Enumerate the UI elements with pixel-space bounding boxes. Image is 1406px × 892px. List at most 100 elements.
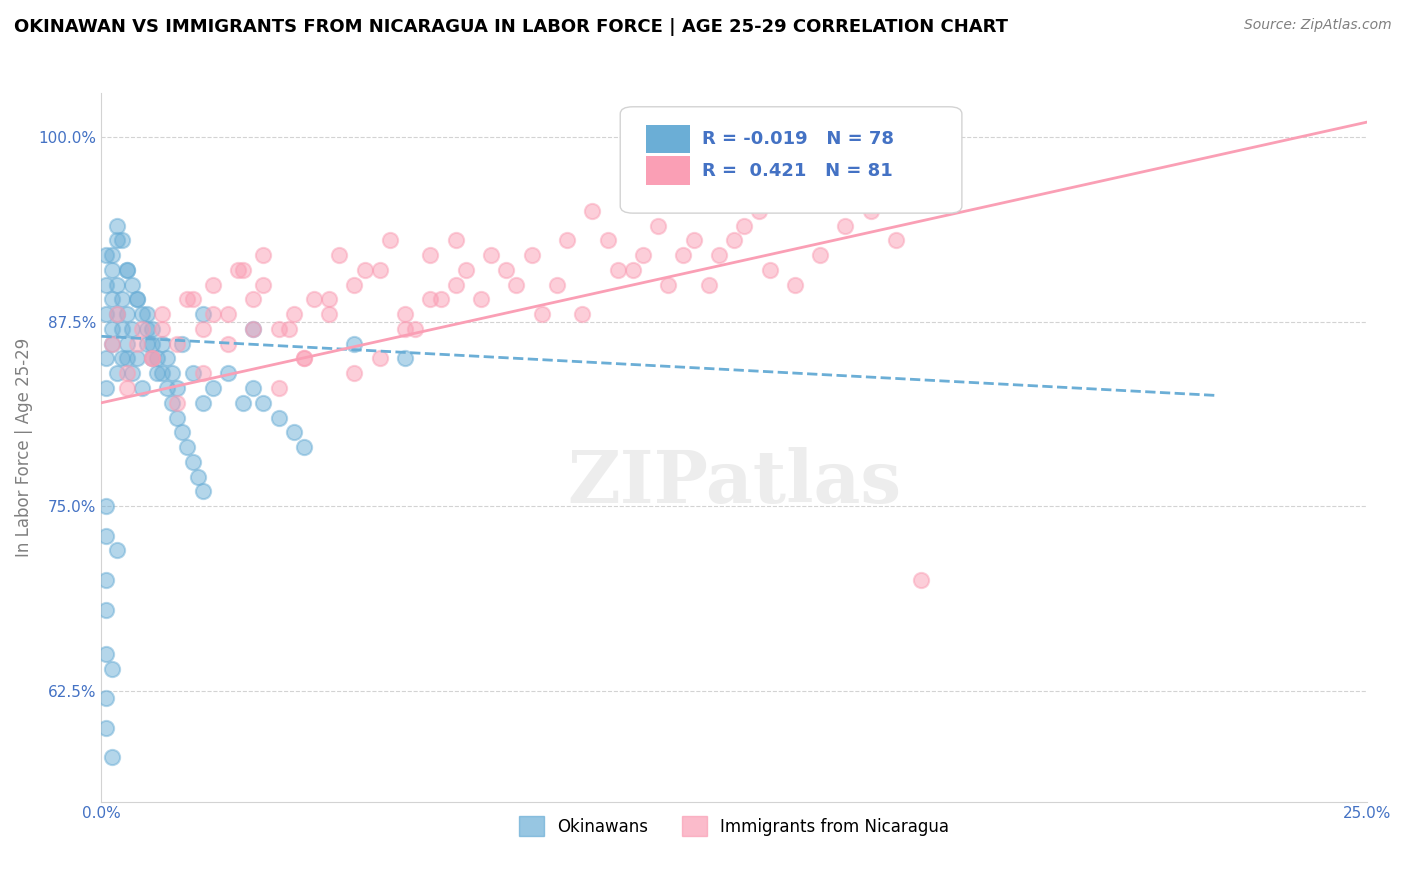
Point [368, 263, 391, 277]
Point [150, 307, 173, 321]
Point [166, 336, 188, 351]
Point [267, 322, 290, 336]
Point [707, 248, 730, 262]
Point [96, 499, 118, 513]
Point [172, 425, 194, 440]
Point [191, 322, 214, 336]
Point [176, 440, 198, 454]
Point [252, 396, 274, 410]
Point [884, 233, 907, 247]
Point [242, 381, 264, 395]
Point [217, 366, 239, 380]
Point [783, 277, 806, 292]
Point [859, 203, 882, 218]
Text: ZIPatlas: ZIPatlas [567, 447, 901, 518]
Point [191, 484, 214, 499]
Point [343, 366, 366, 380]
Point [292, 351, 315, 366]
Point [100, 293, 122, 307]
Point [368, 351, 391, 366]
Point [181, 455, 204, 469]
Point [115, 336, 138, 351]
Point [172, 336, 194, 351]
Point [96, 277, 118, 292]
Point [201, 381, 224, 395]
Point [429, 293, 451, 307]
Point [520, 248, 543, 262]
Point [115, 263, 138, 277]
Point [419, 248, 441, 262]
Point [105, 366, 128, 380]
Point [217, 307, 239, 321]
Point [242, 293, 264, 307]
Point [96, 381, 118, 395]
Point [277, 322, 299, 336]
Point [343, 336, 366, 351]
Point [252, 248, 274, 262]
Point [162, 396, 184, 410]
Point [530, 307, 553, 321]
Point [571, 307, 593, 321]
Point [343, 277, 366, 292]
Point [100, 322, 122, 336]
Point [96, 529, 118, 543]
Point [141, 336, 163, 351]
Point [187, 469, 209, 483]
Point [115, 351, 138, 366]
Legend: Okinawans, Immigrants from Nicaragua: Okinawans, Immigrants from Nicaragua [512, 809, 956, 843]
Point [232, 263, 254, 277]
Point [131, 322, 153, 336]
Point [96, 351, 118, 366]
Point [181, 366, 204, 380]
Point [100, 336, 122, 351]
Point [96, 721, 118, 735]
Point [404, 322, 426, 336]
Point [96, 573, 118, 587]
Point [111, 351, 134, 366]
Point [758, 263, 780, 277]
Point [672, 248, 695, 262]
Point [115, 263, 138, 277]
Point [125, 293, 148, 307]
Point [125, 293, 148, 307]
Point [217, 336, 239, 351]
Point [252, 277, 274, 292]
Text: R =  0.421   N = 81: R = 0.421 N = 81 [703, 161, 893, 179]
Point [454, 263, 477, 277]
Point [201, 307, 224, 321]
Point [146, 366, 169, 380]
Point [105, 277, 128, 292]
Point [748, 203, 770, 218]
Point [419, 293, 441, 307]
Point [201, 277, 224, 292]
Point [121, 277, 143, 292]
Point [292, 351, 315, 366]
Point [156, 381, 179, 395]
Point [631, 248, 654, 262]
Point [105, 233, 128, 247]
Point [125, 336, 148, 351]
Point [111, 233, 134, 247]
Point [546, 277, 568, 292]
Point [96, 647, 118, 661]
Point [444, 277, 467, 292]
Point [141, 351, 163, 366]
Point [181, 293, 204, 307]
FancyBboxPatch shape [620, 107, 962, 213]
Point [723, 233, 745, 247]
Point [226, 263, 249, 277]
Point [191, 366, 214, 380]
Point [176, 293, 198, 307]
Point [328, 248, 350, 262]
Point [115, 381, 138, 395]
Point [141, 351, 163, 366]
Point [100, 662, 122, 676]
Point [479, 248, 502, 262]
FancyBboxPatch shape [645, 156, 690, 185]
Point [105, 307, 128, 321]
Point [100, 750, 122, 764]
Point [166, 381, 188, 395]
Point [378, 233, 401, 247]
Point [121, 366, 143, 380]
Point [697, 277, 720, 292]
